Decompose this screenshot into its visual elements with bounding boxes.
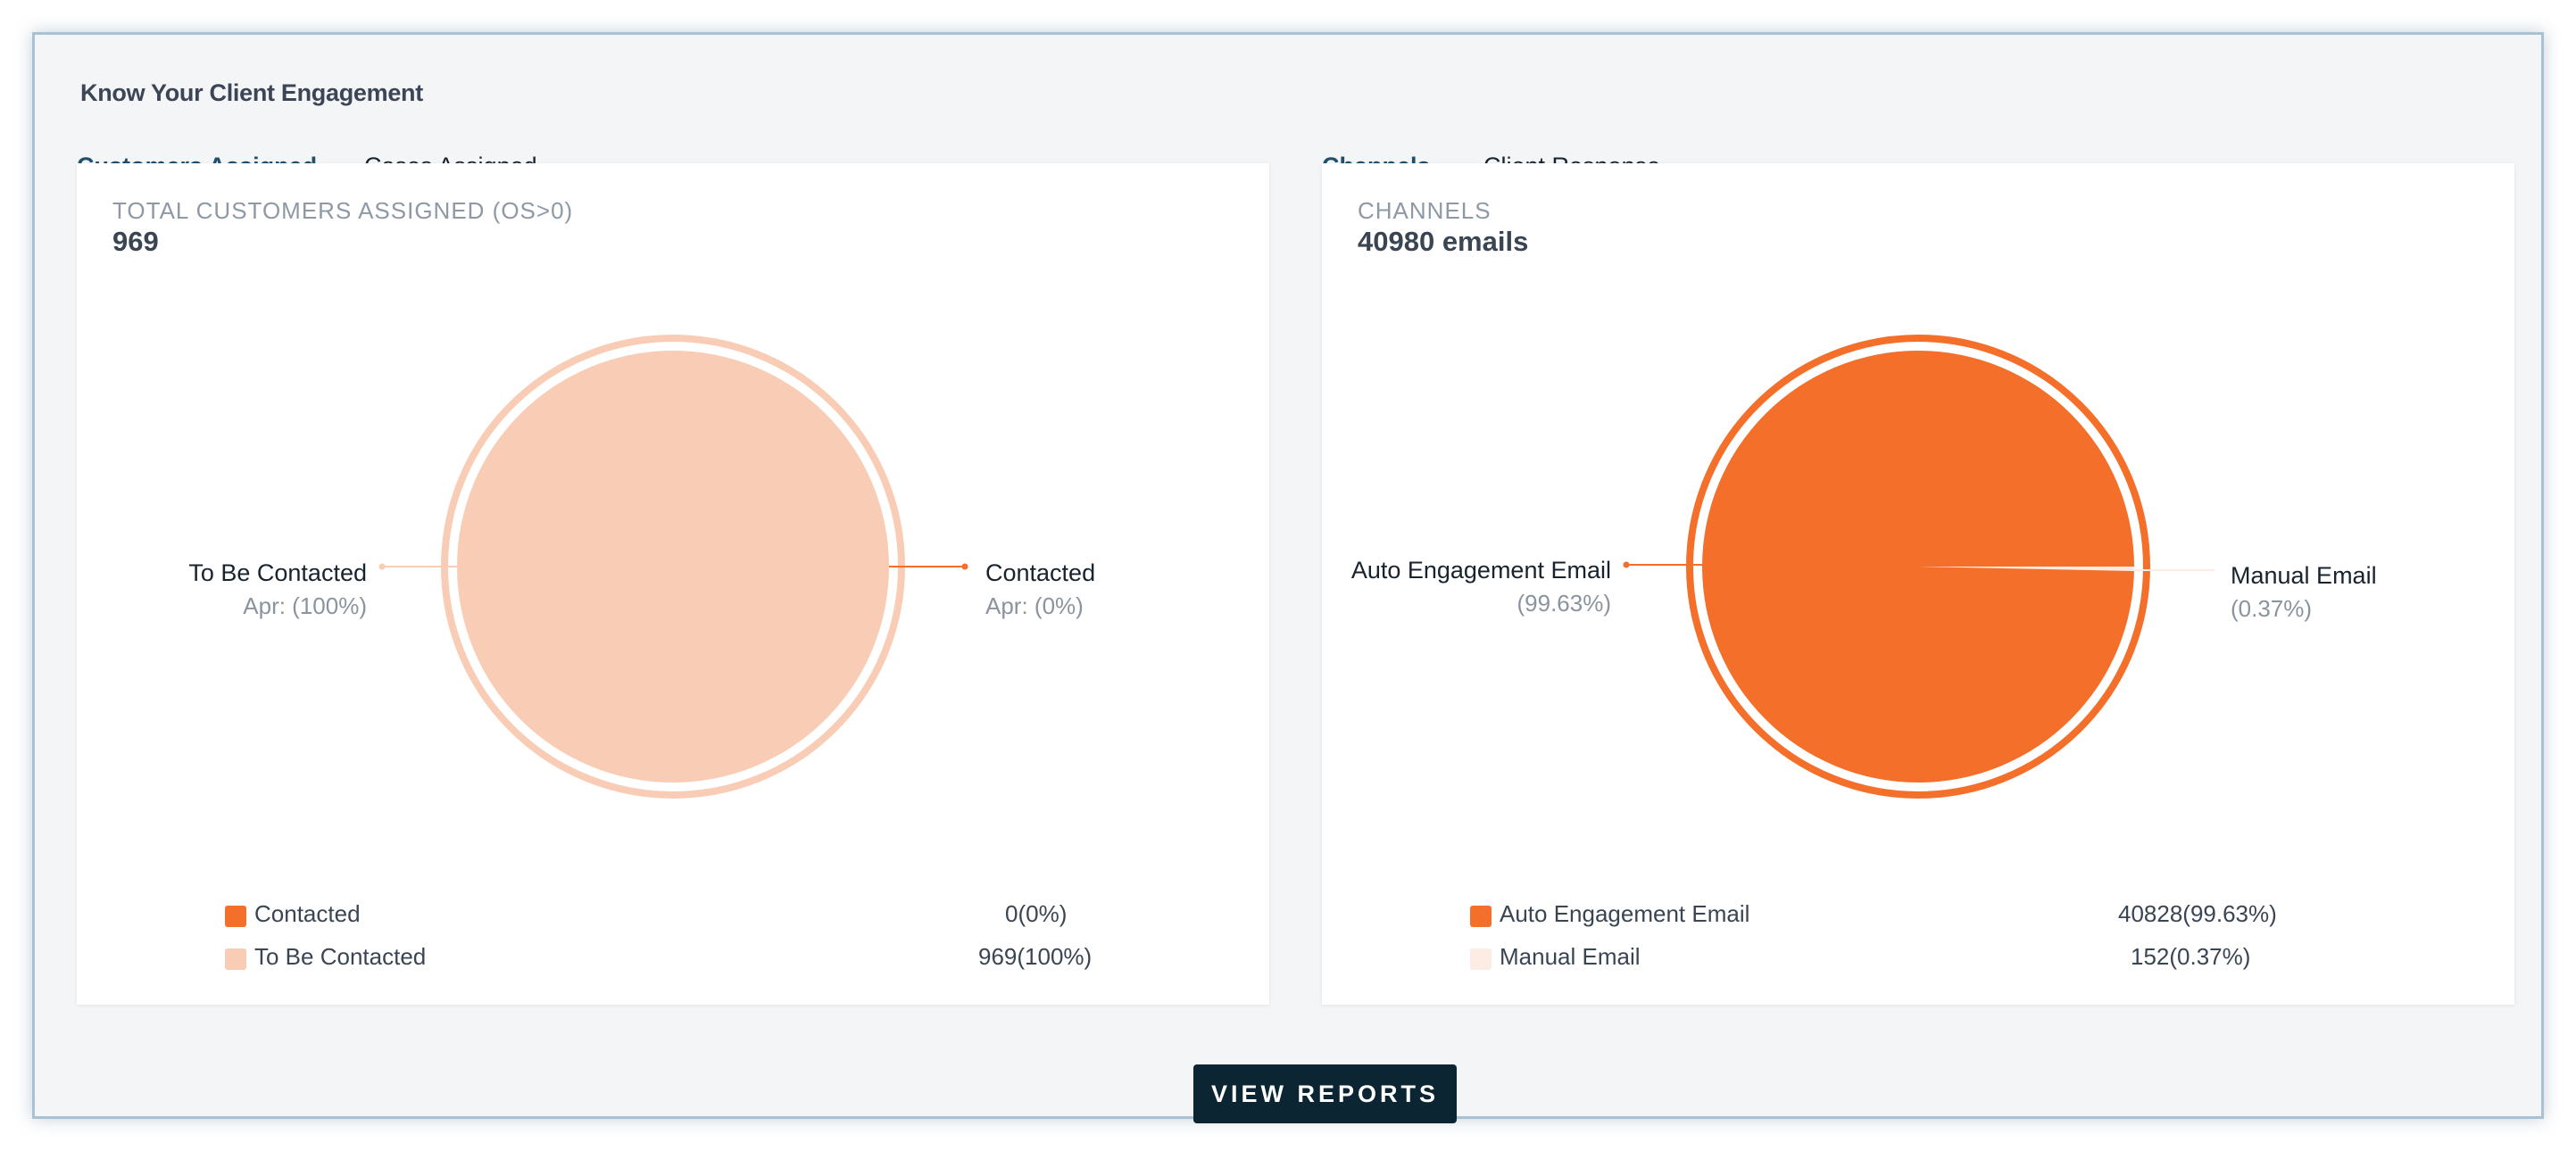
legend-value: 40828(99.63%) (2118, 900, 2277, 927)
slice-sub-manual-email: (0.37%) (2231, 595, 2313, 622)
leader-dot-contacted (961, 563, 968, 570)
legend-name: Contacted (254, 900, 361, 927)
legend-item-auto-engagement-email: Auto Engagement Email 40828(99.63%) (1470, 900, 2345, 932)
slice-sub-to-be-contacted: Apr: (100%) (243, 592, 367, 619)
legend-swatch (225, 948, 246, 970)
legend-value: 969(100%) (978, 943, 1093, 970)
slice-label-manual-email: Manual Email (2231, 562, 2377, 589)
legend-name: Manual Email (1500, 943, 1641, 970)
legend-name: Auto Engagement Email (1500, 900, 1750, 927)
leader-dot-auto-engagement-email (1623, 561, 1630, 568)
slice-sub-auto-engagement-email: (99.63%) (1517, 590, 1612, 617)
slice-label-auto-engagement-email: Auto Engagement Email (1350, 557, 1611, 584)
legend-item-to-be-contacted: To Be Contacted 969(100%) (225, 943, 1100, 975)
engagement-panel: Know Your Client Engagement Customers As… (32, 32, 2544, 1123)
card-value: 40980 emails (1358, 226, 1529, 257)
pie-outer-ring (1686, 335, 2150, 799)
section-title: Know Your Client Engagement (80, 79, 423, 106)
leader-dot-to-be-contacted (378, 563, 386, 570)
customers-assigned-card: TOTAL CUSTOMERS ASSIGNED (OS>0) 969 To B… (77, 163, 1269, 1005)
view-reports-button[interactable]: VIEW REPORTS (1193, 1064, 1457, 1123)
legend-swatch (1470, 906, 1492, 927)
legend-item-contacted: Contacted 0(0%) (225, 900, 1100, 932)
customers-pie-chart (378, 335, 968, 799)
slice-label-to-be-contacted: To Be Contacted (188, 559, 367, 586)
card-label: TOTAL CUSTOMERS ASSIGNED (OS>0) (112, 197, 574, 224)
card-value: 969 (112, 226, 159, 257)
legend-value: 0(0%) (1005, 900, 1068, 927)
channels-card: CHANNELS 40980 emails Auto Engagement Em… (1322, 163, 2514, 1005)
legend-swatch (1470, 948, 1492, 970)
card-label: CHANNELS (1358, 197, 1492, 224)
legend-name: To Be Contacted (254, 943, 427, 970)
slice-sub-contacted: Apr: (0%) (985, 592, 1084, 619)
legend-value: 152(0.37%) (2131, 943, 2251, 970)
slice-label-contacted: Contacted (985, 559, 1096, 586)
pie-slice-to-be-contacted (457, 351, 889, 783)
legend-swatch (225, 906, 246, 927)
channels-pie-chart (1623, 335, 2215, 799)
pie-slice-manual-email (1918, 567, 2134, 571)
legend-item-manual-email: Manual Email 152(0.37%) (1470, 943, 2345, 975)
